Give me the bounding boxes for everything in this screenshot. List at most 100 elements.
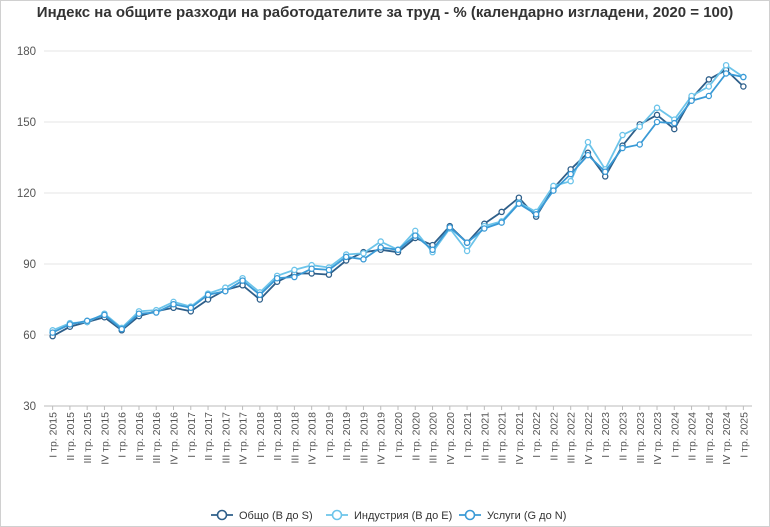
data-point[interactable] bbox=[446, 224, 454, 231]
data-point[interactable] bbox=[360, 250, 367, 257]
data-point[interactable] bbox=[515, 200, 523, 207]
data-point[interactable] bbox=[653, 111, 661, 119]
x-tick-label: III тр. 2015 bbox=[82, 412, 94, 464]
data-point[interactable] bbox=[619, 144, 626, 152]
data-point[interactable] bbox=[135, 310, 143, 317]
data-point[interactable] bbox=[187, 304, 195, 312]
data-point[interactable] bbox=[291, 266, 298, 274]
data-point[interactable] bbox=[671, 119, 678, 127]
data-point[interactable] bbox=[498, 208, 505, 216]
legend-marker-icon bbox=[216, 509, 228, 521]
data-point[interactable] bbox=[308, 265, 315, 272]
x-tick-label: III тр. 2023 bbox=[635, 412, 647, 464]
data-point[interactable] bbox=[360, 256, 367, 263]
y-tick-label: 30 bbox=[23, 401, 36, 413]
data-point[interactable] bbox=[481, 225, 488, 232]
data-point[interactable] bbox=[377, 238, 384, 245]
data-point[interactable] bbox=[429, 246, 436, 254]
data-point[interactable] bbox=[412, 232, 419, 239]
legend-item[interactable]: Общо (B до S) bbox=[211, 509, 313, 522]
data-point[interactable] bbox=[550, 187, 557, 194]
data-point[interactable] bbox=[239, 277, 246, 284]
data-point[interactable] bbox=[653, 104, 661, 112]
data-point[interactable] bbox=[49, 329, 56, 336]
data-point[interactable] bbox=[567, 177, 574, 185]
data-point[interactable] bbox=[601, 168, 609, 175]
x-tick-label: IV тр. 2024 bbox=[721, 412, 733, 465]
data-point[interactable] bbox=[66, 321, 74, 328]
legend-marker-icon bbox=[464, 509, 476, 521]
data-point[interactable] bbox=[118, 325, 125, 333]
y-tick-label: 120 bbox=[17, 188, 36, 200]
x-tick-label: IV тр. 2020 bbox=[445, 412, 457, 465]
x-tick-label: III тр. 2024 bbox=[704, 412, 716, 464]
series-line bbox=[52, 64, 744, 332]
data-point[interactable] bbox=[83, 317, 91, 325]
data-point[interactable] bbox=[740, 83, 747, 90]
data-point[interactable] bbox=[377, 244, 384, 251]
data-point[interactable] bbox=[584, 151, 592, 159]
data-point[interactable] bbox=[740, 73, 747, 81]
data-point[interactable] bbox=[532, 211, 540, 218]
series-3 bbox=[49, 70, 747, 336]
legend-label: Общо (B до S) bbox=[239, 510, 313, 522]
data-point[interactable] bbox=[170, 300, 177, 308]
x-tick-label: III тр. 2017 bbox=[220, 412, 232, 464]
series-2 bbox=[49, 61, 747, 334]
data-point[interactable] bbox=[498, 219, 505, 226]
data-point[interactable] bbox=[705, 83, 713, 90]
data-point[interactable] bbox=[567, 170, 574, 178]
data-point[interactable] bbox=[653, 118, 661, 126]
data-point[interactable] bbox=[722, 70, 730, 77]
data-point[interactable] bbox=[291, 273, 298, 281]
series-1 bbox=[49, 66, 747, 340]
data-point[interactable] bbox=[463, 239, 471, 246]
x-tick-label: I тр. 2019 bbox=[324, 412, 336, 458]
data-point[interactable] bbox=[671, 125, 678, 133]
x-tick-label: IV тр. 2023 bbox=[652, 412, 664, 465]
legend-item[interactable]: Индустрия (B до E) bbox=[326, 509, 452, 522]
series-line bbox=[52, 69, 745, 337]
data-point[interactable] bbox=[325, 266, 333, 274]
data-point[interactable] bbox=[705, 92, 713, 100]
x-tick-label: I тр. 2017 bbox=[186, 412, 198, 458]
y-tick-label: 180 bbox=[17, 46, 36, 58]
data-point[interactable] bbox=[636, 123, 644, 130]
x-tick-label: III тр. 2022 bbox=[566, 412, 578, 464]
data-point[interactable] bbox=[342, 253, 350, 261]
data-point[interactable] bbox=[204, 291, 212, 299]
data-point[interactable] bbox=[152, 309, 160, 316]
x-tick-label: IV тр. 2018 bbox=[307, 412, 319, 465]
x-tick-label: II тр. 2019 bbox=[341, 412, 353, 461]
data-point[interactable] bbox=[584, 138, 592, 146]
data-point[interactable] bbox=[619, 131, 626, 139]
data-point[interactable] bbox=[705, 76, 713, 83]
data-point[interactable] bbox=[463, 247, 471, 255]
data-point[interactable] bbox=[688, 97, 695, 104]
x-tick-label: I тр. 2025 bbox=[738, 412, 750, 458]
series-layer bbox=[49, 61, 747, 340]
x-tick-label: I тр. 2024 bbox=[669, 412, 681, 458]
chart-title: Индекс на общите разходи на работодатели… bbox=[36, 4, 734, 21]
x-tick-label: II тр. 2016 bbox=[134, 412, 146, 461]
x-tick-label: IV тр. 2022 bbox=[583, 412, 595, 465]
x-tick-label: I тр. 2023 bbox=[600, 412, 612, 458]
data-point[interactable] bbox=[636, 141, 644, 148]
x-tick-label: I тр. 2016 bbox=[117, 412, 129, 458]
data-point[interactable] bbox=[222, 287, 229, 295]
legend-marker-icon bbox=[331, 509, 343, 521]
x-tick-label: II тр. 2017 bbox=[203, 412, 215, 461]
data-point[interactable] bbox=[394, 246, 402, 254]
x-tick-label: III тр. 2020 bbox=[428, 412, 440, 464]
data-point[interactable] bbox=[273, 274, 281, 282]
x-tick-label: II тр. 2023 bbox=[617, 412, 629, 461]
data-point[interactable] bbox=[101, 311, 108, 319]
data-point[interactable] bbox=[256, 291, 264, 299]
x-tick-label: IV тр. 2015 bbox=[99, 412, 111, 465]
legend-item[interactable]: Услуги (G до N) bbox=[459, 509, 566, 522]
data-point[interactable] bbox=[722, 61, 730, 69]
x-tick-label: IV тр. 2016 bbox=[169, 412, 181, 465]
y-tick-label: 60 bbox=[23, 330, 36, 342]
x-tick-label: I тр. 2020 bbox=[393, 412, 405, 458]
